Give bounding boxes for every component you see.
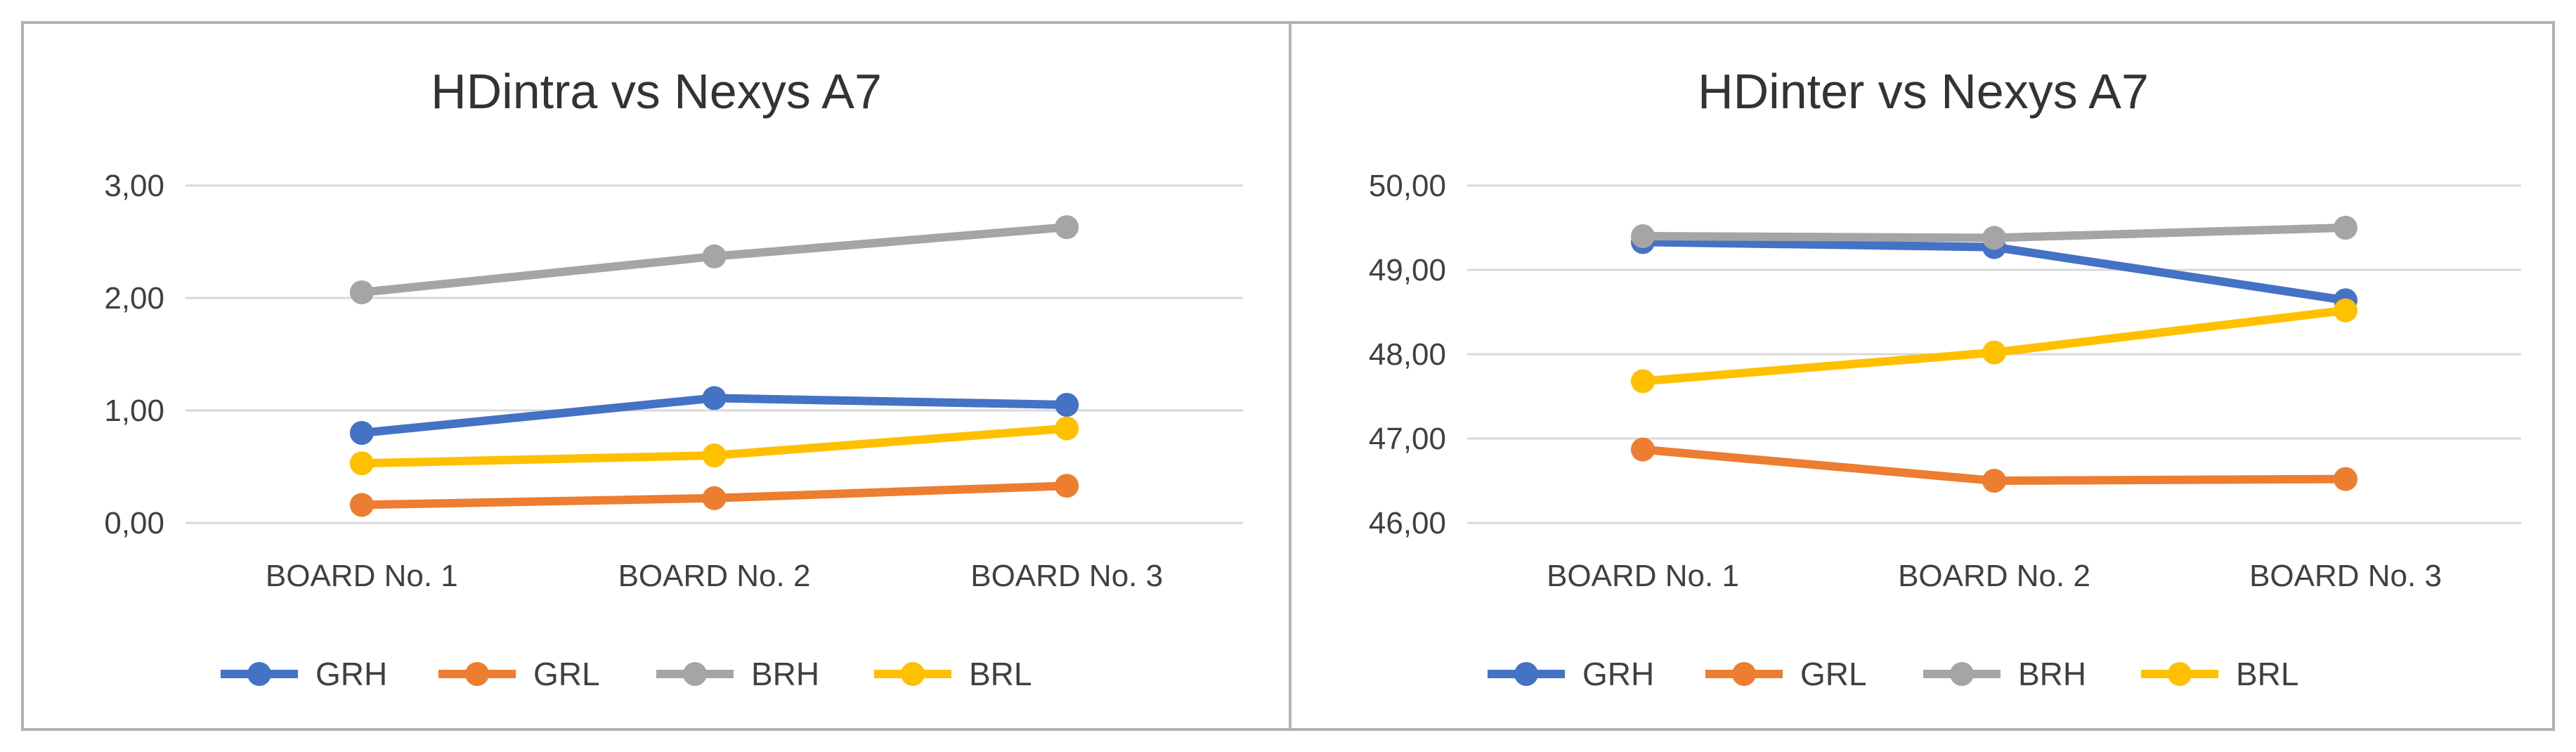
y-tick-label: 49,00: [1369, 253, 1446, 287]
chart-panel-hdinter: HDinter vs Nexys A7 46,00 47,00 48,00 49,00…: [1292, 24, 2555, 728]
chart-frame: HDintra vs Nexys A7 0,00 1,00 2,00 3,00 BOAR…: [21, 21, 2555, 731]
y-tick-label: 46,00: [1369, 506, 1446, 540]
data-point-brh: [349, 280, 374, 304]
legend-marker-grl: [1732, 662, 1756, 686]
legend-label-grh: GRH: [316, 656, 387, 692]
data-point-grl: [1631, 437, 1655, 462]
data-point-grh: [702, 386, 727, 410]
chart-panel-hdintra: HDintra vs Nexys A7 0,00 1,00 2,00 3,00 BOAR…: [24, 24, 1289, 728]
data-point-brl: [702, 443, 727, 467]
legend-label-brl: BRL: [2236, 656, 2298, 692]
legend-marker-grh: [247, 662, 271, 686]
data-point-brl: [349, 451, 374, 476]
x-category-label: BOARD No. 1: [1547, 559, 1739, 593]
data-point-grl: [349, 493, 374, 517]
x-category-label: BOARD No. 1: [266, 559, 458, 593]
legend-label-brl: BRL: [969, 656, 1032, 692]
y-tick-label: 50,00: [1369, 169, 1446, 203]
y-tick-label: 2,00: [104, 281, 164, 316]
legend-marker-brh: [683, 662, 707, 686]
data-point-brl: [2334, 298, 2357, 323]
legend-marker-brh: [1950, 662, 1974, 686]
legend-label-brh: BRH: [2018, 656, 2086, 692]
x-category-label: BOARD No. 2: [1898, 559, 2090, 593]
data-point-brh: [702, 244, 727, 268]
legend-label-grl: GRL: [1800, 656, 1867, 692]
data-point-grl: [1055, 474, 1079, 498]
legend-label-grh: GRH: [1582, 656, 1654, 692]
chart-title: HDinter vs Nexys A7: [1698, 64, 2149, 119]
data-point-brl: [1055, 416, 1079, 441]
y-tick-label: 0,00: [104, 506, 164, 540]
data-point-grh: [349, 421, 374, 445]
data-point-brh: [1982, 226, 2006, 250]
y-tick-label: 47,00: [1369, 422, 1446, 456]
x-category-label: BOARD No. 3: [970, 559, 1163, 593]
x-category-label: BOARD No. 2: [618, 559, 811, 593]
data-point-brl: [1982, 340, 2006, 365]
panel-divider: [1289, 24, 1292, 728]
legend-label-grl: GRL: [533, 656, 600, 692]
data-point-grl: [2334, 467, 2357, 491]
data-point-brh: [1631, 224, 1655, 248]
x-category-label: BOARD No. 3: [2249, 559, 2442, 593]
legend-marker-brl: [2168, 662, 2192, 686]
legend-label-brh: BRH: [751, 656, 819, 692]
legend-marker-grl: [465, 662, 489, 686]
chart-hdinter: HDinter vs Nexys A7 46,00 47,00 48,00 49,00…: [1369, 64, 2521, 692]
data-point-grh: [1055, 393, 1079, 417]
y-tick-label: 3,00: [104, 169, 164, 203]
chart-hdintra: HDintra vs Nexys A7 0,00 1,00 2,00 3,00 BOAR…: [104, 64, 1243, 692]
data-point-grl: [702, 486, 727, 510]
chart-title: HDintra vs Nexys A7: [431, 64, 882, 119]
data-point-grl: [1982, 469, 2006, 493]
data-point-brh: [1055, 215, 1079, 240]
y-tick-label: 1,00: [104, 394, 164, 428]
data-point-brh: [2334, 216, 2357, 240]
legend-marker-grh: [1514, 662, 1538, 686]
y-tick-label: 48,00: [1369, 337, 1446, 372]
legend-marker-brl: [901, 662, 925, 686]
data-point-brl: [1631, 369, 1655, 394]
